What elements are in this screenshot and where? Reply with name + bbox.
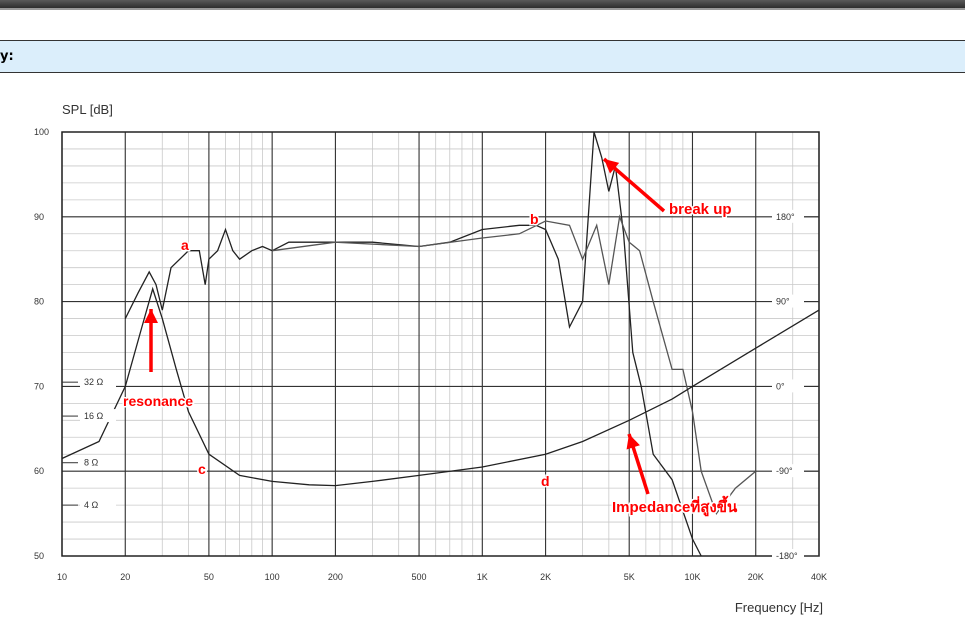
annotation-label: c <box>198 461 206 477</box>
tick-layer: 10 20 50 100 200 500 1K 2K 5K 10K 20K 40K 50 60 70 80 90… <box>34 127 827 582</box>
x-tick-label: 200 <box>328 572 343 582</box>
phase-tick-bg <box>772 379 804 393</box>
x-tick-label: 10K <box>684 572 700 582</box>
y-tick-label: 90 <box>34 212 44 222</box>
window-top-bar <box>0 0 965 8</box>
y-tick-label: 100 <box>34 127 49 137</box>
header-bar: y: <box>0 40 965 73</box>
x-tick-label: 20 <box>120 572 130 582</box>
phase-tick-bg <box>772 549 804 562</box>
impedance-arrow-head <box>626 434 640 450</box>
impedance-tick-label: 16 Ω <box>84 411 104 421</box>
annotation-label: Impedanceที่สูงขึ้น <box>612 495 738 517</box>
y-tick-label: 70 <box>34 381 44 391</box>
impedance-tick-bg <box>80 409 116 423</box>
annotation-label: break up <box>669 201 732 218</box>
plot-frame <box>61 131 820 557</box>
x-tick-label: 2K <box>540 572 551 582</box>
phase-tick-label: 90° <box>776 297 790 307</box>
grid-major <box>61 131 820 557</box>
x-tick-label: 500 <box>412 572 427 582</box>
impedance-tick-label: 32 Ω <box>84 377 104 387</box>
impedance-tick-bg <box>80 375 116 389</box>
resonance-arrow-head <box>144 309 158 323</box>
y-tick-label: 80 <box>34 297 44 307</box>
impedance-tick-label: 4 Ω <box>84 500 99 510</box>
annotation-label: d <box>541 473 550 489</box>
y-tick-label: 50 <box>34 551 44 561</box>
series-line-2 <box>61 286 820 487</box>
phase-tick-bg <box>772 464 804 478</box>
header-label: y: <box>0 49 14 64</box>
series-line-0 <box>124 131 702 557</box>
series-line-1 <box>272 214 757 515</box>
x-tick-label: 50 <box>204 572 214 582</box>
phase-tick-label: 180° <box>776 212 795 222</box>
x-axis-label: Frequency [Hz] <box>735 600 823 615</box>
annotation-label: b <box>530 211 539 227</box>
x-tick-label: 40K <box>811 572 827 582</box>
x-tick-label: 100 <box>265 572 280 582</box>
x-tick-label: 1K <box>477 572 488 582</box>
phase-tick-label: -90° <box>776 466 793 476</box>
phase-tick-label: -180° <box>776 551 798 561</box>
y-axis-label: SPL [dB] <box>62 102 113 117</box>
annotation-label: a <box>181 237 189 253</box>
impedance-tick-bg <box>80 498 116 512</box>
annotation-label: resonance <box>123 393 193 409</box>
y-tick-label: 60 <box>34 466 44 476</box>
x-tick-label: 10 <box>57 572 67 582</box>
window-top-divider <box>0 8 965 10</box>
grid-minor <box>61 131 820 557</box>
phase-tick-bg <box>772 294 804 308</box>
series-layer <box>61 131 820 557</box>
impedance-tick-bg <box>80 455 116 469</box>
break-up-arrow-head <box>604 159 620 174</box>
x-tick-label: 5K <box>624 572 635 582</box>
x-tick-label: 20K <box>748 572 764 582</box>
phase-tick-bg <box>772 209 804 223</box>
phase-tick-label: 0° <box>776 381 785 391</box>
impedance-tick-label: 8 Ω <box>84 458 99 468</box>
